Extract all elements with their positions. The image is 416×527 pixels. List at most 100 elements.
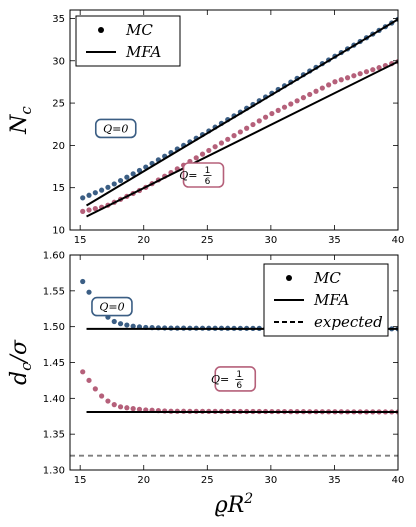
chart-panel-2: 15 20 25 30 35 40 1.30 1.35 1.40 1.45 1.50 1.55 1.60…: [7, 251, 404, 519]
x-axis-label: ϱR2: [215, 491, 254, 518]
legend-label: MFA: [125, 43, 161, 61]
annotation-denominator: 6: [205, 177, 211, 187]
x-tick-label: 25: [201, 475, 214, 486]
mc-point: [269, 110, 275, 117]
mc-point: [294, 98, 300, 104]
y-tick-label: 1.35: [43, 430, 65, 441]
y-tick-label: 15: [52, 183, 65, 194]
mc-point: [275, 107, 281, 113]
legend-dot-icon: [286, 275, 292, 281]
mc-point: [319, 85, 325, 91]
mfa-line-4: [86, 60, 398, 218]
mc-point: [117, 321, 124, 327]
mc-point: [225, 136, 231, 142]
mc-point: [124, 174, 130, 180]
mc-point: [80, 195, 86, 201]
mc-point: [80, 208, 86, 214]
x-tick-label: 15: [74, 475, 87, 486]
mc-point: [130, 171, 136, 177]
mc-point: [130, 406, 136, 412]
y-tick-label: 20: [52, 141, 65, 152]
plot-area: [80, 16, 398, 218]
mc-point: [124, 405, 130, 411]
y-tick-label: 30: [52, 56, 65, 67]
mc-point: [281, 104, 288, 110]
annotation-2: Q= 16: [179, 162, 225, 188]
annotation-2: Q= 16: [211, 366, 257, 392]
annotation-numerator: 1: [236, 370, 242, 380]
mc-point: [92, 205, 98, 212]
y-tick-label: 1.40: [43, 394, 65, 405]
mc-point: [231, 133, 237, 139]
mc-point: [338, 77, 344, 83]
mc-point: [80, 369, 86, 375]
mc-point: [111, 181, 117, 187]
y-tick-label: 1.55: [43, 286, 65, 297]
mc-point: [105, 184, 111, 190]
y-tick-label: 10: [52, 226, 65, 237]
y-tick-label: 35: [52, 14, 65, 25]
annotation-numerator: 1: [205, 166, 211, 176]
mc-point: [212, 144, 218, 150]
mc-point: [199, 151, 206, 157]
x-tick-label: 20: [137, 475, 150, 486]
mc-point: [300, 95, 307, 101]
mc-point: [370, 67, 376, 73]
plot-frame: [69, 9, 399, 231]
mc-point: [332, 79, 338, 85]
legend: MC MFA: [75, 15, 181, 67]
mc-point: [111, 318, 117, 325]
x-tick-label: 40: [392, 235, 405, 246]
annotation-box: [214, 366, 257, 392]
legend-label: MC: [125, 21, 153, 39]
y-axis-label: dc/σ: [7, 339, 35, 385]
mc-point: [136, 406, 143, 412]
mc-point: [105, 398, 111, 404]
mc-point: [193, 155, 199, 161]
x-tick-label: 30: [265, 475, 278, 486]
x-tick-label: 35: [328, 235, 341, 246]
x-tick-label: 15: [74, 235, 87, 246]
mc-point: [250, 121, 256, 128]
x-tick-label: 40: [392, 475, 405, 486]
mc-series-3: [80, 59, 398, 214]
mc-point: [326, 82, 332, 88]
mfa-line-2: [86, 18, 398, 207]
mc-point: [80, 278, 86, 285]
mc-point: [256, 118, 262, 124]
mc-point: [99, 187, 105, 193]
mc-point: [206, 147, 212, 154]
y-tick-label: 1.60: [43, 251, 65, 262]
annotation-denominator: 6: [236, 381, 242, 391]
legend-dot-icon: [98, 27, 104, 33]
mc-point: [357, 71, 363, 77]
mc-point: [288, 101, 294, 107]
mc-point: [344, 75, 351, 81]
annotation-box: [94, 118, 137, 139]
y-axis-label: Nc: [7, 106, 35, 135]
mc-point: [363, 69, 370, 75]
mc-point: [376, 65, 382, 71]
mc-point: [86, 192, 92, 198]
y-tick-label: 25: [52, 99, 65, 110]
mc-point: [313, 88, 319, 94]
mc-point: [92, 386, 98, 392]
legend-label: MC: [313, 269, 341, 287]
legend-box: [75, 15, 181, 67]
mc-point: [99, 393, 105, 399]
legend-label: expected: [314, 313, 383, 331]
mc-point: [86, 289, 92, 295]
annotation-box: [91, 296, 133, 317]
y-tick-label: 1.30: [43, 466, 65, 477]
annotation-box: [182, 162, 225, 188]
mc-point: [237, 129, 243, 135]
legend: MC MFA expected: [263, 263, 389, 337]
mc-point: [136, 167, 143, 174]
mc-point: [262, 114, 269, 120]
annotation-label: Q=0: [103, 122, 128, 135]
annotation-1: Q=0: [94, 118, 137, 139]
annotation-1: Q=0: [91, 296, 133, 317]
mc-point: [124, 322, 130, 328]
mc-point: [117, 404, 124, 410]
